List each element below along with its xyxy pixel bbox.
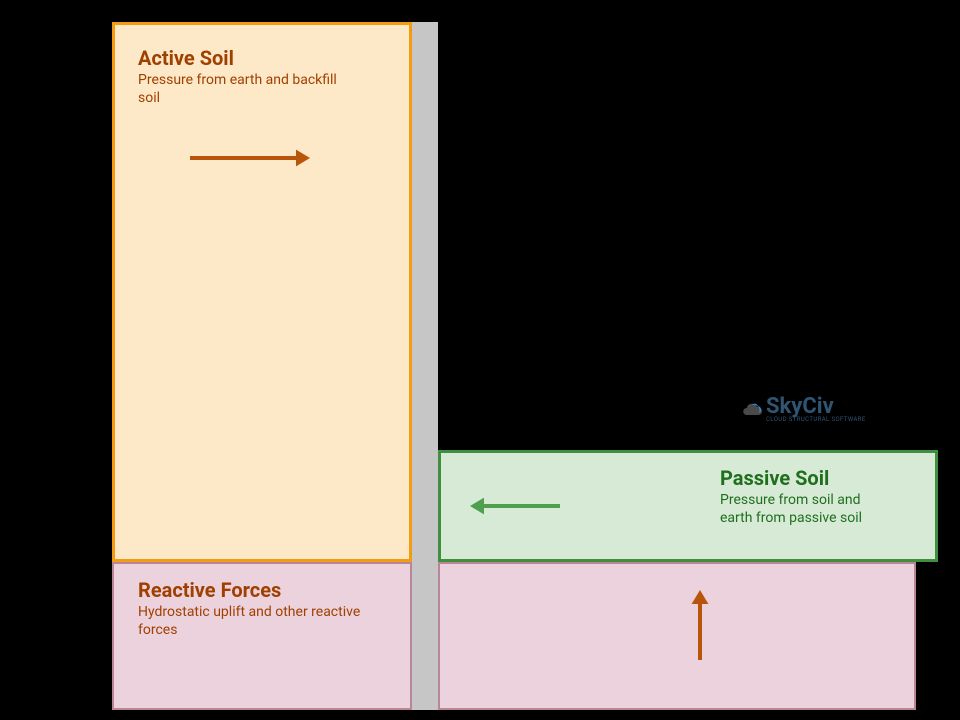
active-soil-subtitle: Pressure from earth and backfill soil — [138, 72, 358, 107]
skyciv-logo-subtext: CLOUD STRUCTURAL SOFTWARE — [766, 416, 866, 423]
skyciv-logo-text-group: SkyCiv CLOUD STRUCTURAL SOFTWARE — [766, 396, 866, 423]
reactive-forces-panel-right — [438, 562, 916, 710]
wall-stem — [412, 22, 438, 710]
reactive-forces-label-group: Reactive Forces Hydrostatic uplift and o… — [138, 578, 378, 639]
passive-soil-subtitle: Pressure from soil and earth from passiv… — [720, 492, 890, 527]
skyciv-logo-text: SkyCiv — [766, 396, 866, 418]
active-soil-title: Active Soil — [138, 46, 358, 70]
active-soil-label-group: Active Soil Pressure from earth and back… — [138, 46, 358, 107]
skyciv-logo: SkyCiv CLOUD STRUCTURAL SOFTWARE — [740, 396, 866, 423]
passive-soil-title: Passive Soil — [720, 466, 890, 490]
passive-soil-label-group: Passive Soil Pressure from soil and eart… — [720, 466, 890, 527]
skyciv-logo-icon — [740, 399, 762, 421]
reactive-forces-subtitle: Hydrostatic uplift and other reactive fo… — [138, 604, 378, 639]
reactive-forces-title: Reactive Forces — [138, 578, 378, 602]
